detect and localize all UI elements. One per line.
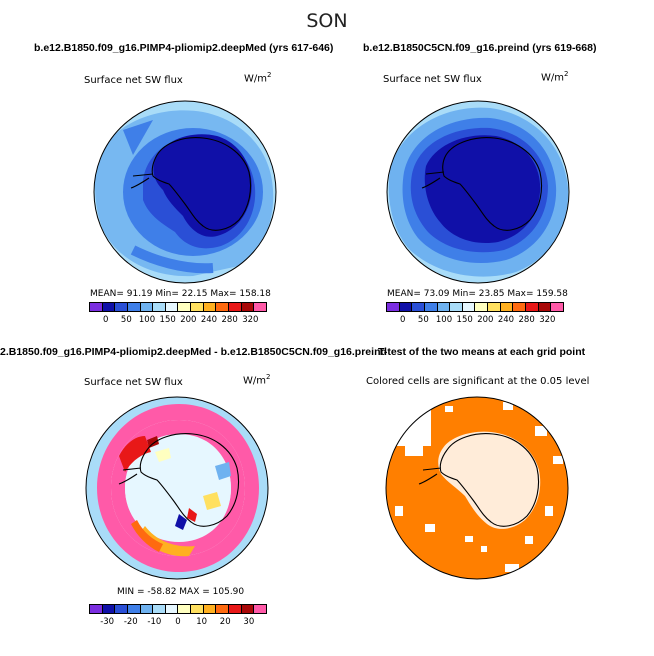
colorbar-cell <box>229 605 242 613</box>
colorbar-cell <box>153 605 166 613</box>
panel4-title: T-test of the two means at each grid poi… <box>378 346 586 358</box>
panel3-map <box>85 396 269 580</box>
colorbar-tick-label: 50 <box>417 315 429 325</box>
colorbar-cell <box>203 605 217 613</box>
colorbar-cell <box>551 303 563 311</box>
colorbar-cell <box>488 303 501 311</box>
colorbar-tick-label: 320 <box>242 315 259 325</box>
colorbar-cell <box>165 605 179 613</box>
colorbar-cell <box>165 303 179 311</box>
colorbar-tick-label: 200 <box>180 315 197 325</box>
panel1-map <box>93 100 277 284</box>
colorbar-tick-label: 280 <box>518 315 535 325</box>
colorbar-cell <box>387 303 400 311</box>
colorbar-tick-label: 20 <box>219 617 231 627</box>
panel3-colorbar-ticks: -30 -20 -10 0 10 20 30 <box>89 617 267 629</box>
colorbar-cell <box>412 303 425 311</box>
colorbar-cell <box>526 303 539 311</box>
colorbar-tick-label: 30 <box>243 617 255 627</box>
colorbar-cell <box>90 605 103 613</box>
panel2-map <box>386 100 570 284</box>
colorbar-cell <box>191 303 204 311</box>
panel3-unit: W/m2 <box>243 373 271 387</box>
colorbar-tick-label: 320 <box>539 315 556 325</box>
panel3-variable-label: Surface net SW flux <box>84 377 183 388</box>
colorbar-tick-label: 50 <box>120 315 132 325</box>
colorbar-cell <box>102 605 116 613</box>
colorbar-tick-label: 0 <box>175 617 181 627</box>
colorbar-tick-label: 0 <box>102 315 109 325</box>
panel2-colorbar <box>386 302 564 312</box>
panel1-stats: MEAN= 91.19 Min= 22.15 Max= 158.18 <box>90 289 271 299</box>
colorbar-cell <box>127 303 141 311</box>
panel2-unit: W/m2 <box>541 70 569 84</box>
colorbar-cell <box>241 303 255 311</box>
colorbar-tick-label: 150 <box>456 315 473 325</box>
colorbar-tick-label: 200 <box>477 315 494 325</box>
colorbar-cell <box>140 303 154 311</box>
colorbar-cell <box>254 303 266 311</box>
colorbar-cell <box>115 303 128 311</box>
colorbar-tick-label: -10 <box>147 617 162 627</box>
colorbar-cell <box>424 303 438 311</box>
colorbar-tick-label: 240 <box>200 315 218 325</box>
colorbar-tick-label: 100 <box>435 315 453 325</box>
colorbar-cell <box>241 605 255 613</box>
colorbar-cell <box>475 303 489 311</box>
panel4-significance-map <box>385 396 569 580</box>
colorbar-cell <box>178 303 192 311</box>
colorbar-cell <box>178 605 192 613</box>
colorbar-cell <box>450 303 463 311</box>
colorbar-tick-label: 150 <box>159 315 176 325</box>
colorbar-cell <box>462 303 476 311</box>
colorbar-cell <box>500 303 514 311</box>
colorbar-cell <box>513 303 527 311</box>
panel3-colorbar <box>89 604 267 614</box>
colorbar-cell <box>127 605 141 613</box>
panel2-title: b.e12.B1850C5CN.f09_g16.preind (yrs 619-… <box>363 42 597 54</box>
season-title: SON <box>306 10 348 32</box>
colorbar-tick-label: 0 <box>399 315 406 325</box>
colorbar-cell <box>437 303 451 311</box>
colorbar-cell <box>538 303 552 311</box>
colorbar-cell <box>153 303 166 311</box>
panel1-unit: W/m2 <box>244 71 272 85</box>
colorbar-cell <box>90 303 103 311</box>
panel3-title: 2.B1850.f09_g16.PIMP4-pliomip2.deepMed -… <box>0 346 387 358</box>
colorbar-tick-label: 100 <box>138 315 156 325</box>
panel2-colorbar-ticks: 0 50 100 150 200 240 280 320 <box>386 315 564 327</box>
panel4-label: Colored cells are significant at the 0.0… <box>366 376 590 387</box>
panel1-colorbar <box>89 302 267 312</box>
panel1-title: b.e12.B1850.f09_g16.PIMP4-pliomip2.deepM… <box>34 42 334 54</box>
colorbar-tick-label: 240 <box>497 315 515 325</box>
panel3-stats: MIN = -58.82 MAX = 105.90 <box>117 587 245 597</box>
colorbar-cell <box>254 605 266 613</box>
colorbar-cell <box>229 303 242 311</box>
colorbar-tick-label: -30 <box>100 617 115 627</box>
panel1-colorbar-ticks: 0 50 100 150 200 240 280 320 <box>89 315 267 327</box>
panel2-variable-label: Surface net SW flux <box>383 74 482 85</box>
colorbar-cell <box>140 605 154 613</box>
colorbar-tick-label: -20 <box>123 617 138 627</box>
colorbar-cell <box>399 303 413 311</box>
panel2-stats: MEAN= 73.09 Min= 23.85 Max= 159.58 <box>387 289 568 299</box>
colorbar-cell <box>191 605 204 613</box>
colorbar-cell <box>115 605 128 613</box>
colorbar-cell <box>102 303 116 311</box>
colorbar-tick-label: 280 <box>221 315 238 325</box>
colorbar-cell <box>216 605 230 613</box>
panel1-variable-label: Surface net SW flux <box>84 75 183 86</box>
colorbar-tick-label: 10 <box>196 617 208 627</box>
colorbar-cell <box>216 303 230 311</box>
colorbar-cell <box>203 303 217 311</box>
